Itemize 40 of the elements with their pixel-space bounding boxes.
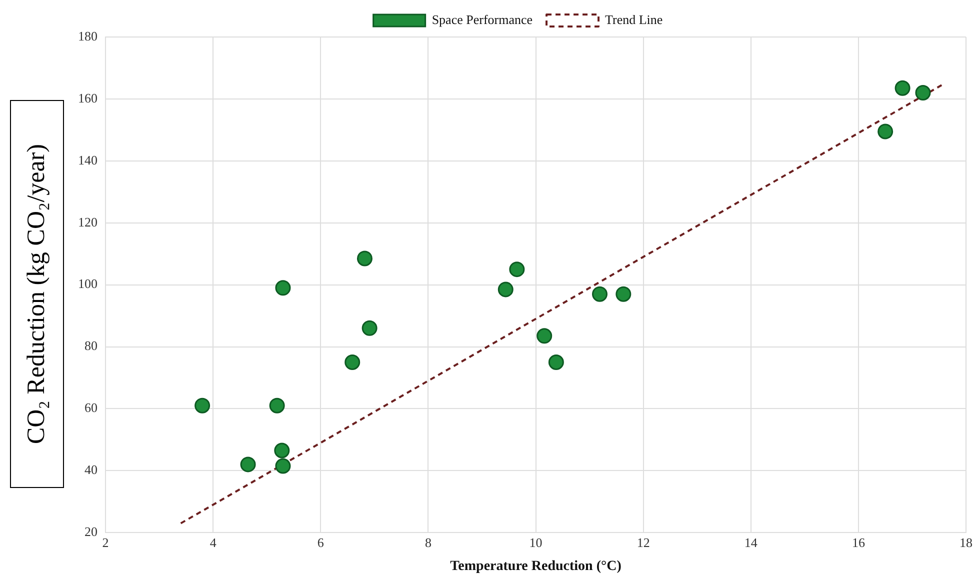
point (240, 456, 256, 472)
y-tick-label: 40 (84, 462, 98, 478)
point (356, 250, 372, 266)
point (509, 262, 525, 278)
x-tick-label: 10 (529, 534, 542, 550)
point (536, 328, 552, 344)
point (878, 124, 894, 140)
y-tick-label: 60 (84, 400, 98, 416)
y-axis-title: CO₂ Reduction (kg CO₂/year) (23, 144, 51, 444)
point (275, 280, 291, 296)
x-tick-label: 6 (317, 534, 324, 550)
legend-label: Trend Line (605, 12, 663, 27)
x-tick-label: 8 (424, 534, 432, 550)
y-tick-label: 20 (84, 524, 98, 540)
point (194, 398, 210, 414)
y-tick-label: 140 (78, 152, 98, 168)
point (915, 85, 931, 101)
x-tick-label: 16 (852, 534, 866, 550)
x-tick-label: 4 (210, 534, 217, 550)
point (275, 458, 291, 474)
y-tick-label: 100 (78, 276, 98, 292)
y-tick-label: 80 (84, 338, 98, 354)
point (344, 354, 360, 370)
point (616, 286, 632, 302)
legend-label: Space Performance (432, 12, 533, 27)
x-tick-label: 2 (102, 534, 109, 550)
point (274, 442, 290, 458)
point (592, 286, 608, 302)
point (548, 354, 564, 370)
x-tick-label: 18 (960, 534, 972, 550)
y-tick-label: 160 (78, 90, 98, 106)
point (269, 398, 285, 414)
point (894, 80, 910, 96)
x-tick-label: 12 (636, 534, 650, 550)
point (362, 320, 378, 336)
point (498, 282, 514, 298)
y-tick-label: 180 (78, 28, 98, 44)
y-tick-label: 120 (78, 214, 98, 230)
x-axis-title: Temperature Reduction (°C) (450, 559, 622, 574)
x-tick-label: 14 (744, 534, 758, 550)
